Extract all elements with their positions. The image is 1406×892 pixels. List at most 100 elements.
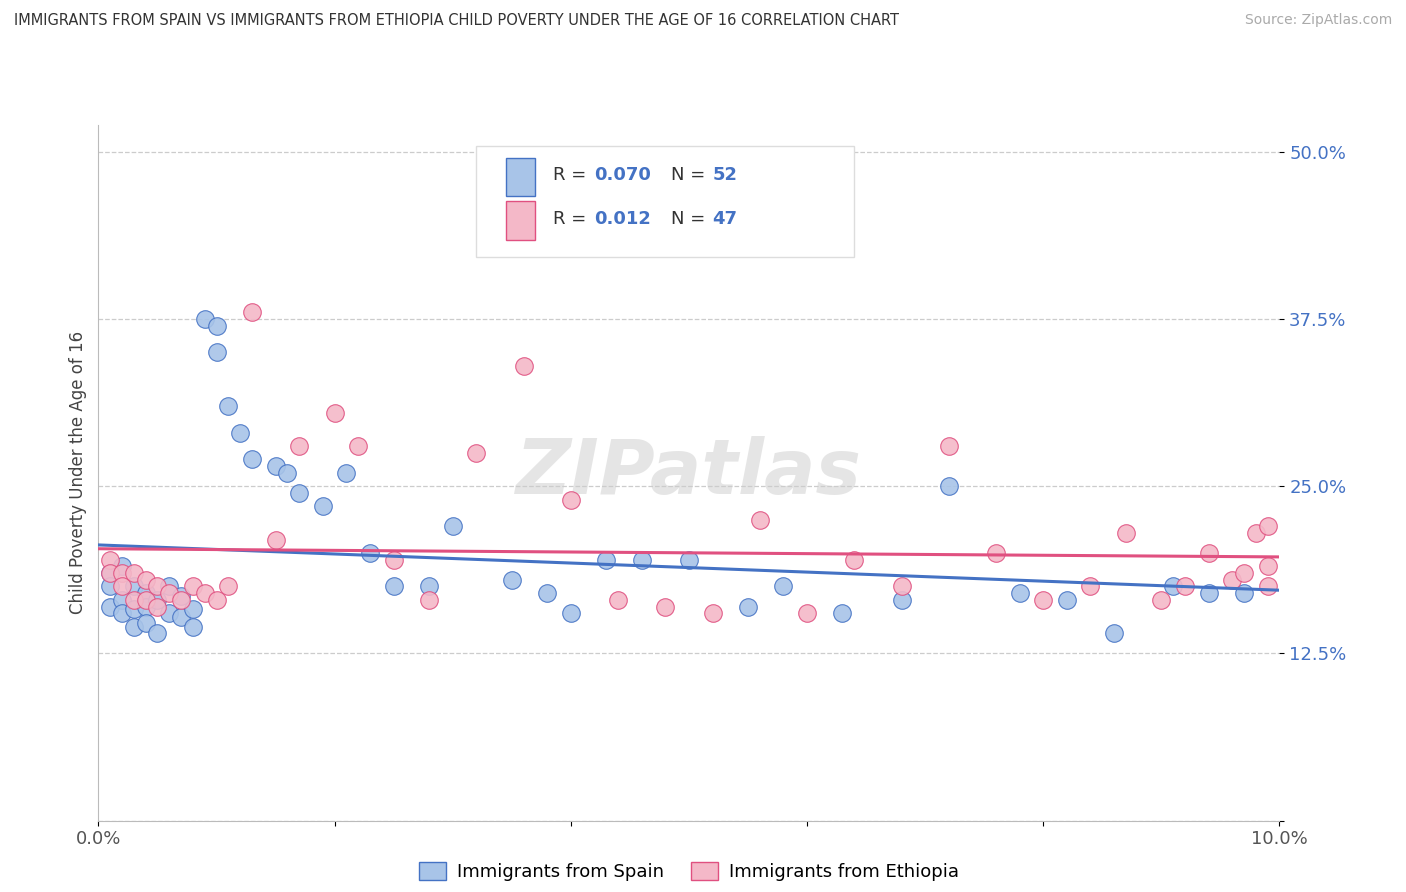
FancyBboxPatch shape [477, 145, 855, 257]
Point [441, 519, 464, 533]
Point [135, 599, 157, 614]
Point [111, 607, 134, 621]
Point [560, 492, 582, 507]
Point [323, 406, 346, 420]
Point [146, 626, 169, 640]
Point [157, 580, 180, 594]
Point [984, 546, 1007, 560]
Point [146, 580, 169, 594]
Point [170, 592, 193, 607]
Point [654, 599, 676, 614]
Point [737, 599, 759, 614]
Point [512, 359, 534, 373]
Point [890, 580, 912, 594]
Point [1198, 586, 1220, 600]
Point [501, 573, 523, 587]
Point [122, 580, 145, 594]
Point [157, 586, 180, 600]
Point [359, 546, 381, 560]
Point [111, 559, 134, 574]
Point [170, 589, 193, 603]
Point [205, 318, 228, 333]
Text: R =: R = [553, 210, 598, 227]
Point [347, 439, 370, 453]
Point [181, 580, 204, 594]
FancyBboxPatch shape [506, 158, 536, 196]
Point [796, 607, 818, 621]
Point [418, 580, 440, 594]
Point [135, 592, 157, 607]
Text: 47: 47 [713, 210, 738, 227]
Point [157, 607, 180, 621]
Point [382, 580, 405, 594]
Point [98, 552, 121, 567]
Point [135, 615, 157, 630]
Point [276, 466, 298, 480]
Text: Source: ZipAtlas.com: Source: ZipAtlas.com [1244, 13, 1392, 28]
Text: N =: N = [671, 166, 711, 184]
Point [122, 566, 145, 581]
Point [1233, 586, 1256, 600]
Point [111, 592, 134, 607]
Point [122, 620, 145, 634]
Point [217, 399, 239, 413]
Point [1102, 626, 1125, 640]
Point [229, 425, 252, 440]
Point [1161, 580, 1184, 594]
Point [702, 607, 724, 621]
Point [831, 607, 853, 621]
Point [288, 485, 311, 500]
Point [98, 566, 121, 581]
Point [146, 599, 169, 614]
Text: 0.070: 0.070 [595, 166, 651, 184]
Point [1080, 580, 1102, 594]
Point [1174, 580, 1197, 594]
Point [844, 552, 866, 567]
Point [595, 552, 617, 567]
Point [1032, 592, 1054, 607]
Point [111, 580, 134, 594]
Point [98, 566, 121, 581]
Text: 0.012: 0.012 [595, 210, 651, 227]
Text: R =: R = [553, 166, 592, 184]
Point [607, 592, 630, 607]
Point [890, 592, 912, 607]
Point [1220, 573, 1243, 587]
Point [938, 479, 960, 493]
Point [312, 500, 335, 514]
Point [205, 592, 228, 607]
Text: N =: N = [671, 210, 711, 227]
Point [1257, 519, 1279, 533]
Point [181, 620, 204, 634]
Point [772, 580, 794, 594]
Point [98, 599, 121, 614]
Point [1257, 559, 1279, 574]
Text: IMMIGRANTS FROM SPAIN VS IMMIGRANTS FROM ETHIOPIA CHILD POVERTY UNDER THE AGE OF: IMMIGRANTS FROM SPAIN VS IMMIGRANTS FROM… [14, 13, 898, 29]
Point [205, 345, 228, 359]
Point [630, 552, 652, 567]
Point [122, 592, 145, 607]
Y-axis label: Child Poverty Under the Age of 16: Child Poverty Under the Age of 16 [69, 331, 87, 615]
Point [240, 305, 263, 319]
Point [98, 580, 121, 594]
Point [122, 602, 145, 616]
Point [288, 439, 311, 453]
Text: 52: 52 [713, 166, 738, 184]
Point [465, 446, 488, 460]
Point [1233, 566, 1256, 581]
Point [240, 452, 263, 467]
Point [1008, 586, 1031, 600]
Point [1244, 526, 1267, 541]
Point [536, 586, 558, 600]
Point [418, 592, 440, 607]
Point [194, 586, 217, 600]
Text: ZIPatlas: ZIPatlas [516, 436, 862, 509]
Point [1257, 580, 1279, 594]
Point [938, 439, 960, 453]
Point [678, 552, 700, 567]
Point [382, 552, 405, 567]
Point [1056, 592, 1078, 607]
Point [264, 459, 287, 474]
Point [135, 573, 157, 587]
Point [194, 312, 217, 326]
